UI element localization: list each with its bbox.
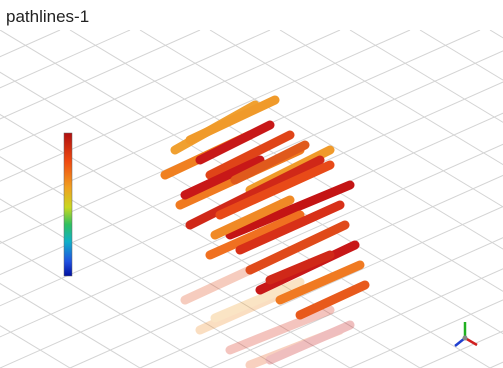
grid-line — [490, 30, 503, 368]
grid-line — [0, 30, 410, 368]
axis-triad — [455, 322, 477, 346]
viewer: pathlines-1 — [0, 0, 503, 368]
colorbar — [64, 133, 72, 276]
grid-line — [490, 30, 503, 368]
pathline — [190, 100, 275, 140]
window-title: pathlines-1 — [6, 7, 89, 26]
grid-line — [350, 30, 503, 368]
grid-line — [0, 30, 210, 368]
pathlines — [165, 100, 365, 315]
grid-line — [0, 30, 70, 368]
grid-line — [350, 30, 503, 368]
